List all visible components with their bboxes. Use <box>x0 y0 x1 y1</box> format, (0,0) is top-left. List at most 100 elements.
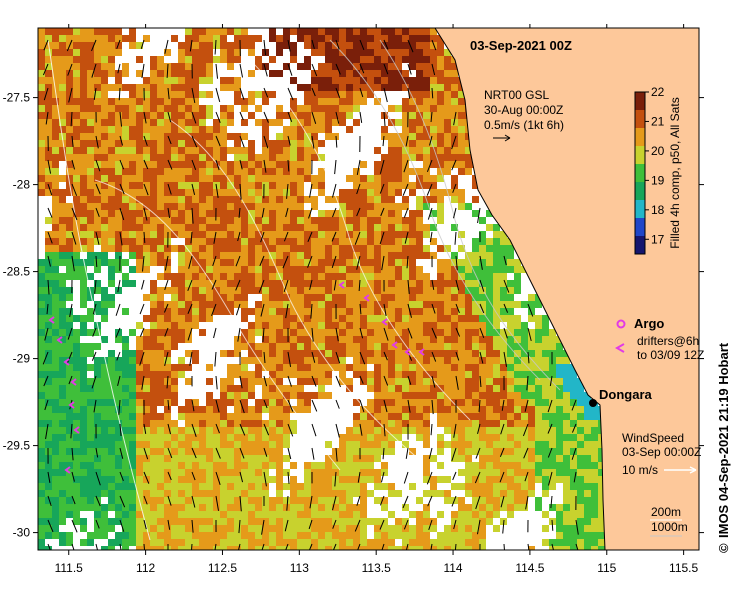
sst-cell <box>528 420 535 427</box>
sst-cell <box>311 322 318 329</box>
sst-cell <box>437 378 444 385</box>
sst-cell <box>430 518 437 525</box>
sst-cell <box>402 287 409 294</box>
sst-cell <box>507 378 514 385</box>
sst-cell <box>45 245 52 252</box>
sst-cell <box>388 245 395 252</box>
sst-cell <box>227 133 234 140</box>
sst-cell <box>430 385 437 392</box>
current-vector <box>167 471 172 481</box>
sst-cell <box>297 245 304 252</box>
sst-cell <box>283 406 290 413</box>
sst-cell <box>94 532 101 539</box>
sst-cell <box>493 490 500 497</box>
sst-cell <box>192 42 199 49</box>
sst-cell <box>164 315 171 322</box>
sst-cell <box>45 392 52 399</box>
sst-cell <box>493 469 500 476</box>
sst-cell <box>353 203 360 210</box>
sst-cell <box>122 259 129 266</box>
sst-cell <box>45 483 52 490</box>
sst-cell <box>423 294 430 301</box>
sst-cell <box>192 476 199 483</box>
sst-cell <box>248 210 255 217</box>
sst-cell <box>94 329 101 336</box>
sst-cell <box>528 294 535 301</box>
current-vector <box>91 63 97 78</box>
current-vector <box>143 111 147 124</box>
sst-cell <box>465 441 472 448</box>
sst-cell <box>360 497 367 504</box>
sst-cell <box>52 329 59 336</box>
sst-cell <box>199 231 206 238</box>
sst-cell <box>353 420 360 427</box>
sst-cell <box>409 189 416 196</box>
sst-cell <box>318 245 325 252</box>
sst-cell <box>185 63 192 70</box>
sst-cell <box>150 385 157 392</box>
sst-cell <box>255 497 262 504</box>
sst-cell <box>234 175 241 182</box>
sst-cell <box>409 140 416 147</box>
sst-cell <box>94 308 101 315</box>
sst-cell <box>73 413 80 420</box>
sst-cell <box>262 483 269 490</box>
sst-cell <box>325 392 332 399</box>
sst-cell <box>479 315 486 322</box>
sst-cell <box>339 42 346 49</box>
sst-cell <box>248 245 255 252</box>
sst-cell <box>122 476 129 483</box>
sst-cell <box>577 413 584 420</box>
sst-cell <box>199 112 206 119</box>
sst-cell <box>416 336 423 343</box>
sst-cell <box>108 399 115 406</box>
sst-cell <box>143 196 150 203</box>
sst-cell <box>45 112 52 119</box>
sst-cell <box>262 511 269 518</box>
sst-cell <box>241 427 248 434</box>
sst-cell <box>549 539 556 546</box>
sst-cell <box>108 273 115 280</box>
sst-cell <box>269 455 276 462</box>
sst-cell <box>52 399 59 406</box>
sst-cell <box>542 329 549 336</box>
sst-cell <box>94 98 101 105</box>
sst-cell <box>255 196 262 203</box>
current-vector <box>383 423 386 437</box>
sst-cell <box>276 49 283 56</box>
sst-cell <box>451 280 458 287</box>
sst-cell <box>437 399 444 406</box>
sst-cell <box>52 385 59 392</box>
sst-cell <box>241 483 248 490</box>
sst-cell <box>157 462 164 469</box>
sst-cell <box>437 77 444 84</box>
sst-cell <box>269 252 276 259</box>
sst-cell <box>45 364 52 371</box>
sst-cell <box>388 371 395 378</box>
sst-cell <box>493 308 500 315</box>
sst-cell <box>500 287 507 294</box>
sst-cell <box>220 210 227 217</box>
sst-cell <box>283 168 290 175</box>
sst-cell <box>178 308 185 315</box>
sst-cell <box>276 231 283 238</box>
sst-cell <box>570 525 577 532</box>
sst-cell <box>297 140 304 147</box>
sst-cell <box>276 448 283 455</box>
sst-cell <box>325 217 332 224</box>
sst-cell <box>423 35 430 42</box>
sst-cell <box>276 546 283 550</box>
sst-cell <box>94 56 101 63</box>
sst-cell <box>409 105 416 112</box>
sst-cell <box>493 497 500 504</box>
sst-cell <box>395 119 402 126</box>
sst-cell <box>80 497 87 504</box>
sst-cell <box>444 336 451 343</box>
sst-cell <box>430 350 437 357</box>
sst-cell <box>472 245 479 252</box>
sst-cell <box>584 392 591 399</box>
current-vector <box>379 183 385 194</box>
current-vector <box>188 255 193 269</box>
sst-cell <box>346 336 353 343</box>
sst-cell <box>458 343 465 350</box>
